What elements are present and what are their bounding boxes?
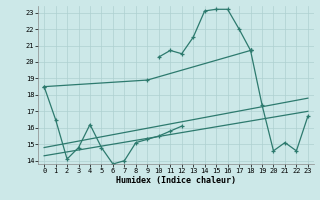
X-axis label: Humidex (Indice chaleur): Humidex (Indice chaleur)	[116, 176, 236, 185]
